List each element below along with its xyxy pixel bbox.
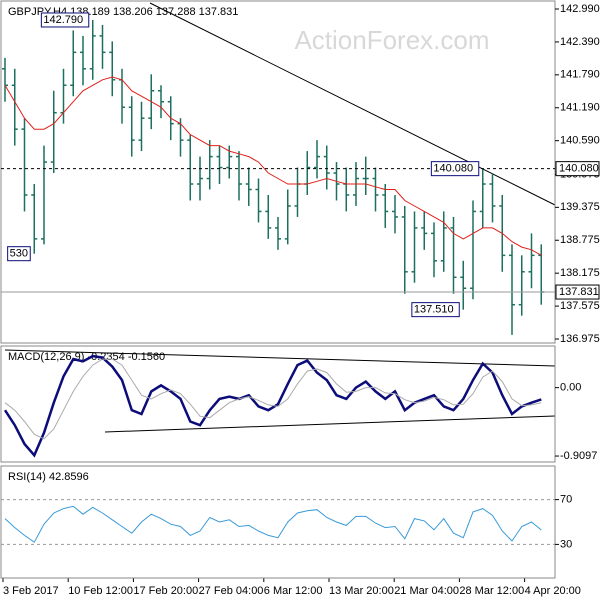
annotation-label: 142.790: [43, 14, 83, 26]
moving-average: [4, 76, 542, 256]
y-tick-label: 139.375: [560, 201, 600, 213]
macd-line: [4, 358, 542, 440]
y-tick-label: 30: [560, 538, 572, 550]
rsi-line: [4, 505, 542, 543]
y-tick-label: 136.975: [560, 333, 600, 345]
trend-line: [4, 349, 556, 367]
y-tick-label: 140.590: [560, 135, 600, 147]
annotation-label: 137.510: [414, 304, 454, 316]
panel-frame: [0, 465, 556, 579]
x-tick-label: 3 Feb 2017: [3, 585, 59, 597]
x-tick-label: 28 Mar 12:00: [459, 585, 524, 597]
price-label-box: [555, 284, 600, 300]
annotation-box: [40, 12, 90, 28]
price-label: 137.831: [559, 286, 599, 298]
watermark: ActionForex.com: [294, 25, 489, 55]
x-tick-label: 21 Mar 04:00: [394, 585, 459, 597]
y-tick-label: -0.9097: [560, 450, 597, 462]
y-tick-label: 138.175: [560, 267, 600, 279]
panel-title: MACD(12,26,9) -0.2354 -0.1560: [8, 351, 165, 363]
y-tick-label: 141.190: [560, 102, 600, 114]
x-tick-label: 17 Feb 20:00: [133, 585, 198, 597]
price-label-box: [555, 161, 600, 177]
panel-frame: [0, 0, 556, 344]
macd-line: [3, 354, 542, 458]
y-tick-label: 70: [560, 494, 572, 506]
y-tick-label: 142.390: [560, 36, 600, 48]
price-label: 140.080: [559, 163, 599, 175]
panel-title: RSI(14) 42.8596: [8, 471, 89, 483]
y-tick-label: 141.790: [560, 69, 600, 81]
trend-line: [149, 2, 556, 206]
x-tick-label: 27 Feb 04:00: [199, 585, 264, 597]
panel-frame: [0, 345, 556, 463]
y-tick-label: 0.00: [560, 382, 581, 394]
x-tick-label: 6 Mar 12:00: [264, 585, 323, 597]
x-tick-label: 10 Feb 12:00: [68, 585, 133, 597]
annotation-label: 140.080: [433, 163, 473, 175]
annotation-box: [411, 302, 460, 318]
annotation-box: [7, 246, 31, 262]
annotation-label: 530: [10, 248, 28, 260]
x-tick-label: 13 Mar 20:00: [329, 585, 394, 597]
y-tick-label: 142.990: [560, 3, 600, 15]
x-tick-label: 4 Apr 20:00: [525, 585, 581, 597]
trend-line: [104, 415, 556, 433]
y-tick-label: 137.575: [560, 300, 600, 312]
y-tick-label: 138.775: [560, 234, 600, 246]
annotation-box: [430, 161, 480, 177]
